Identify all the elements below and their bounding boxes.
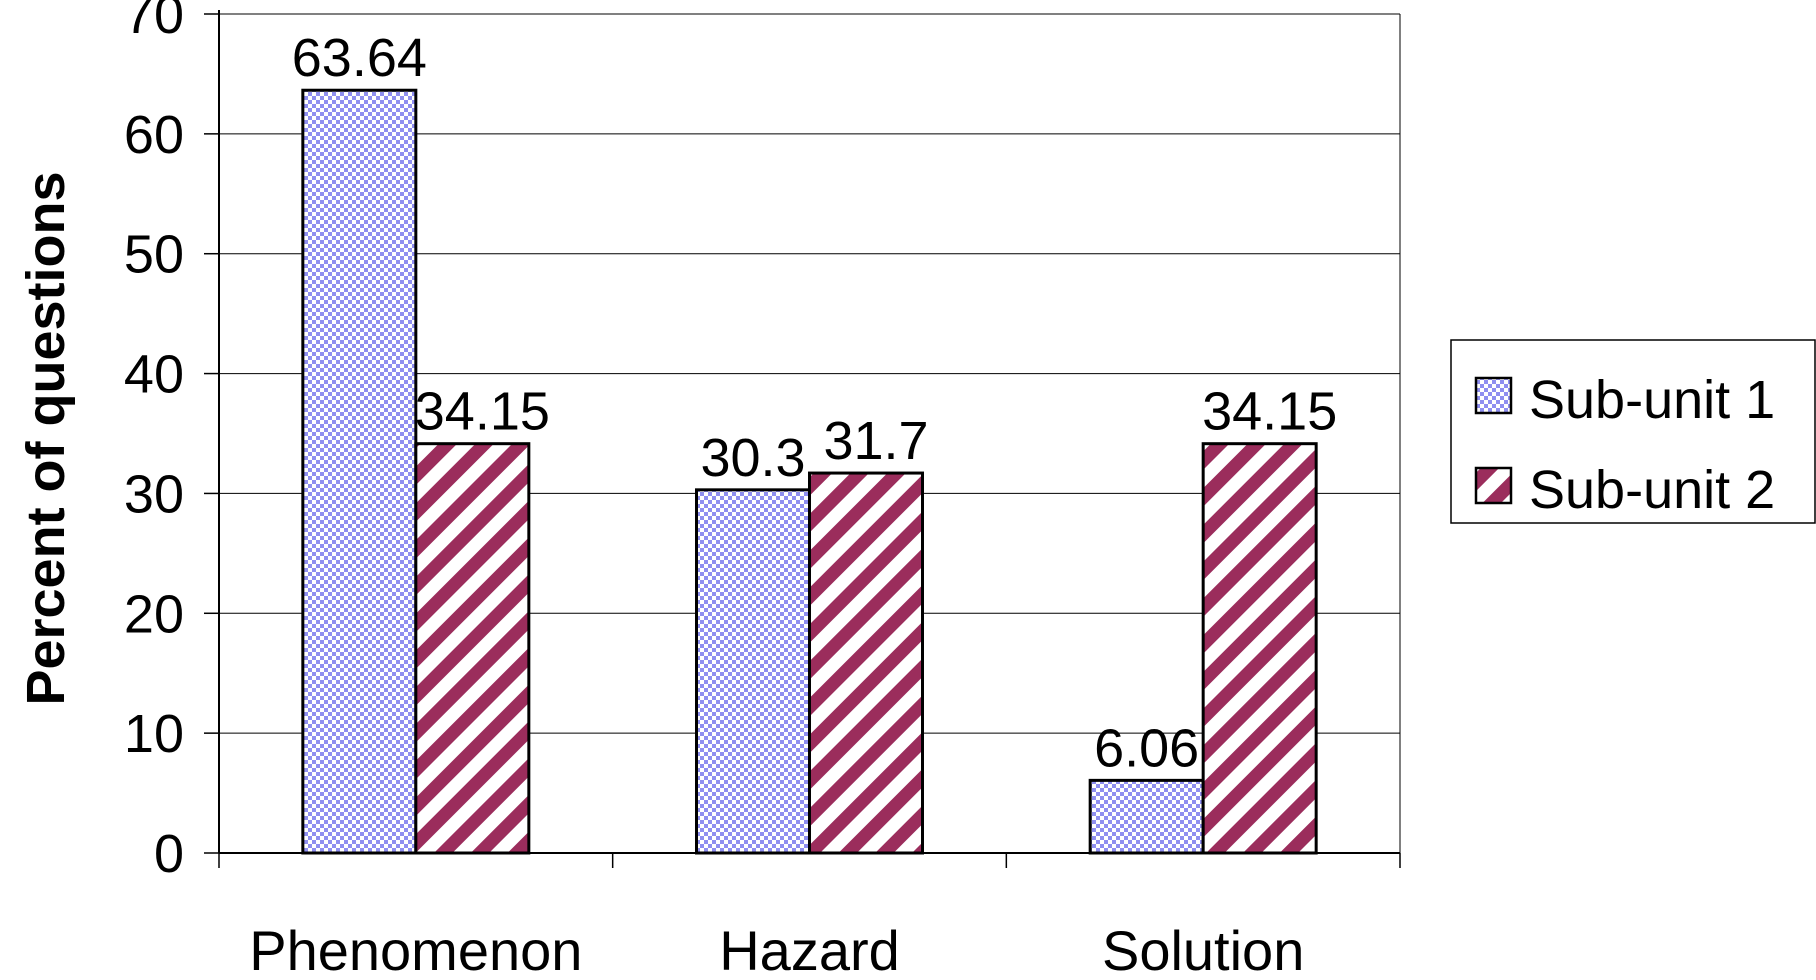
data-label: 63.64 — [292, 28, 427, 88]
bar-solution-series-1 — [1088, 778, 1205, 855]
data-label: 34.15 — [1202, 382, 1337, 442]
axes: 0 10 20 30 40 50 60 70 Phenomenon Hazard Solution P… — [16, 0, 1401, 980]
bar-hazard-series-2 — [808, 471, 924, 855]
y-axis-title: Percent of questions — [16, 171, 76, 705]
y-tick-label: 70 — [124, 0, 184, 45]
legend: Sub-unit 1 Sub-unit 2 — [1450, 339, 1816, 524]
y-tick-label: 60 — [124, 105, 184, 165]
x-category-label: Hazard — [719, 919, 900, 975]
data-label: 30.3 — [700, 428, 805, 488]
legend-swatch-series-1 — [1474, 376, 1513, 415]
y-tick-label: 40 — [124, 345, 184, 405]
legend-label: Sub-unit 1 — [1529, 370, 1775, 430]
bars — [301, 88, 1318, 855]
x-category-label: Phenomenon — [249, 919, 582, 975]
data-labels: 63.64 34.15 30.3 31.7 6.06 34.15 — [292, 28, 1337, 778]
bar-hazard-series-1 — [695, 488, 811, 855]
y-tick-label: 50 — [124, 225, 184, 285]
y-tick-label: 10 — [124, 704, 184, 764]
legend-swatch-series-2 — [1474, 466, 1513, 505]
bar-solution-series-2 — [1201, 442, 1318, 855]
y-tick-label: 30 — [124, 464, 184, 524]
y-tick-label: 20 — [124, 584, 184, 644]
bar-phenomenon-series-2 — [414, 442, 531, 855]
y-tick-label: 0 — [154, 824, 184, 884]
data-label: 6.06 — [1094, 718, 1199, 778]
bar-phenomenon-series-1 — [301, 88, 418, 855]
x-category-label: Solution — [1102, 919, 1304, 975]
legend-label: Sub-unit 2 — [1529, 460, 1775, 520]
data-label: 34.15 — [415, 382, 550, 442]
data-label: 31.7 — [823, 411, 928, 471]
